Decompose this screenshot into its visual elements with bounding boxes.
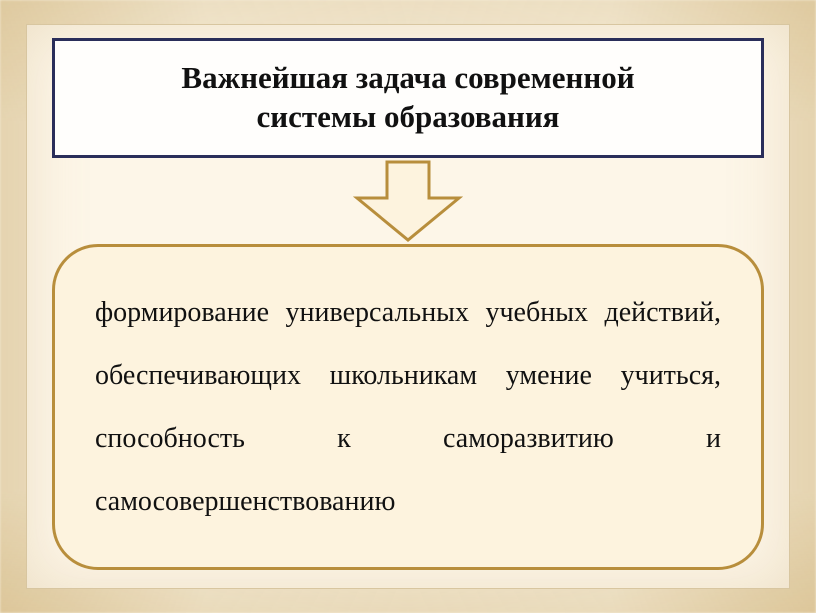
down-arrow-icon xyxy=(357,162,459,240)
title-text: Важнейшая задача современной системы обр… xyxy=(181,59,634,137)
title-line-2: системы образования xyxy=(257,99,560,134)
title-box: Важнейшая задача современной системы обр… xyxy=(52,38,764,158)
down-arrow xyxy=(353,160,463,242)
title-line-1: Важнейшая задача современной xyxy=(181,60,634,95)
body-text: формирование универсальных учебных дейст… xyxy=(95,281,721,533)
body-box: формирование универсальных учебных дейст… xyxy=(52,244,764,570)
